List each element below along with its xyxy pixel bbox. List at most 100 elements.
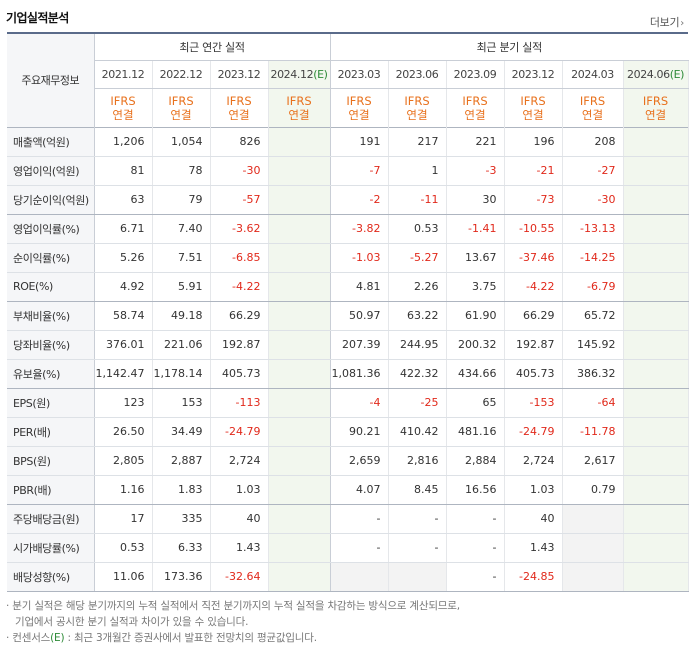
data-cell: 208: [562, 127, 624, 157]
data-cell: -2: [330, 185, 389, 215]
row-label: 주당배당금(원): [7, 504, 95, 534]
data-cell: -25: [388, 388, 447, 418]
table-row: 당기순이익(억원) 63 79 -57 -2 -11 30 -73 -30: [7, 185, 689, 215]
data-cell: -30: [562, 185, 624, 215]
data-cell: 123: [94, 388, 153, 418]
data-cell: 1.43: [504, 533, 563, 563]
row-label: 시가배당률(%): [7, 533, 95, 563]
data-cell: 191: [330, 127, 389, 157]
data-cell: 153: [152, 388, 211, 418]
ifrs-label: IFRS 연결: [388, 88, 447, 127]
data-cell: 1,081.36: [330, 359, 389, 389]
row-header-label: 주요재무정보: [7, 33, 95, 127]
data-cell: [268, 417, 331, 447]
period-header: 2024.03: [562, 60, 624, 89]
table-row: PER(배) 26.50 34.49 -24.79 90.21 410.42 481.16-…: [7, 417, 689, 447]
row-label: EPS(원): [7, 388, 95, 418]
data-cell: -: [330, 533, 389, 563]
ifrs-label: IFRS 연결: [504, 88, 563, 127]
data-cell: -24.79: [210, 417, 269, 447]
data-cell: [268, 446, 331, 476]
data-cell: 2,724: [210, 446, 269, 476]
data-cell: 1,054: [152, 127, 211, 157]
data-cell: 221: [446, 127, 505, 157]
table-row: BPS(원) 2,805 2,887 2,724 2,659 2,816 2,884 2,72…: [7, 446, 689, 476]
data-cell: 34.49: [152, 417, 211, 447]
ifrs-label: IFRS 연결: [562, 88, 624, 127]
data-cell: [268, 243, 331, 273]
data-cell: -4.22: [504, 272, 563, 302]
data-cell: [623, 359, 689, 389]
data-cell: -113: [210, 388, 269, 418]
table-row: 영업이익(억원) 81 78 -30 -7 1 -3 -21 -27: [7, 156, 689, 186]
data-cell: [268, 359, 331, 389]
ifrs-label: IFRS 연결: [623, 88, 689, 127]
period-header: 2021.12: [94, 60, 153, 89]
data-cell: 217: [388, 127, 447, 157]
data-cell: 2.26: [388, 272, 447, 302]
data-cell: 63: [94, 185, 153, 215]
data-cell: -30: [210, 156, 269, 186]
data-cell: 335: [152, 504, 211, 534]
data-cell: [623, 417, 689, 447]
data-cell: -153: [504, 388, 563, 418]
data-cell: 11.06: [94, 562, 153, 592]
data-cell: -7: [330, 156, 389, 186]
data-cell: [623, 562, 689, 592]
row-label: 당좌비율(%): [7, 330, 95, 360]
data-cell: [623, 446, 689, 476]
data-cell: 207.39: [330, 330, 389, 360]
data-cell: -: [388, 504, 447, 534]
table-row: 영업이익률(%) 6.71 7.40 -3.62 -3.82 0.53 -1.41 -10.5…: [7, 214, 689, 244]
row-label: 배당성향(%): [7, 562, 95, 592]
data-cell: [623, 301, 689, 331]
data-cell: 221.06: [152, 330, 211, 360]
data-cell: -: [388, 533, 447, 563]
financial-table: 주요재무정보 최근 연간 실적 최근 분기 실적 2021.12 2022.12 2…: [7, 32, 689, 592]
data-cell: -1.41: [446, 214, 505, 244]
data-cell: 192.87: [210, 330, 269, 360]
data-cell: 78: [152, 156, 211, 186]
data-cell: [268, 214, 331, 244]
data-cell: 0.53: [388, 214, 447, 244]
data-cell: -3: [446, 156, 505, 186]
data-cell: 16.56: [446, 475, 505, 505]
data-cell: 386.32: [562, 359, 624, 389]
data-cell: 17: [94, 504, 153, 534]
data-cell: -14.25: [562, 243, 624, 273]
data-cell: 40: [210, 504, 269, 534]
data-cell: 79: [152, 185, 211, 215]
more-link[interactable]: 더보기›: [649, 16, 684, 29]
data-cell: 1.16: [94, 475, 153, 505]
ifrs-label: IFRS 연결: [210, 88, 269, 127]
data-cell: [562, 504, 624, 534]
data-cell: 200.32: [446, 330, 505, 360]
data-cell: [623, 156, 689, 186]
data-cell: 8.45: [388, 475, 447, 505]
data-cell: 1,142.47: [94, 359, 153, 389]
data-cell: [562, 562, 624, 592]
table-row: 시가배당률(%) 0.53 6.33 1.43- - -1.43: [7, 533, 689, 563]
data-cell: -: [330, 504, 389, 534]
data-cell: 66.29: [210, 301, 269, 331]
data-cell: [623, 272, 689, 302]
footnote-quarterly-cont: 기업에서 공시한 분기 실적과 차이가 있을 수 있습니다.: [15, 616, 249, 628]
data-cell: [562, 533, 624, 563]
data-cell: 26.50: [94, 417, 153, 447]
row-label: 당기순이익(억원): [7, 185, 95, 215]
table-row: 배당성향(%) 11.06 173.36 -32.64 - -24.85: [7, 562, 689, 592]
data-cell: -11: [388, 185, 447, 215]
data-cell: 49.18: [152, 301, 211, 331]
data-cell: -57: [210, 185, 269, 215]
footnote-consensus: · 컨센서스(E) : 최근 3개월간 증권사에서 발표한 전망치의 평균값입니…: [6, 632, 317, 644]
row-label: 매출액(억원): [7, 127, 95, 157]
data-cell: -: [446, 533, 505, 563]
table-row: 부채비율(%) 58.74 49.18 66.29 50.97 63.22 61.90 66.…: [7, 301, 689, 331]
table-row: ROE(%) 4.92 5.91 -4.22 4.81 2.26 3.75 -4.22 -6.7…: [7, 272, 689, 302]
data-cell: -24.85: [504, 562, 563, 592]
data-cell: -10.55: [504, 214, 563, 244]
data-cell: 63.22: [388, 301, 447, 331]
data-cell: -3.62: [210, 214, 269, 244]
data-cell: [268, 504, 331, 534]
data-cell: 2,887: [152, 446, 211, 476]
